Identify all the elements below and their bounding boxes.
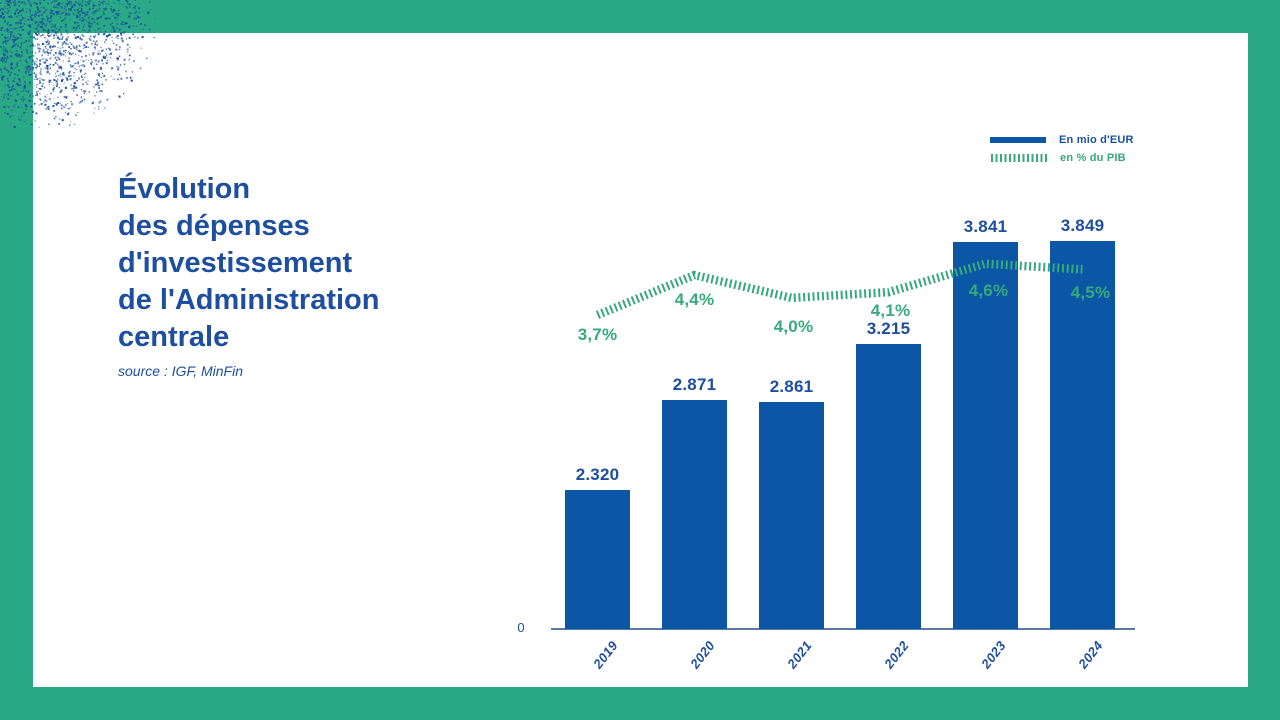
- pib-point-label-2023: 4,6%: [968, 280, 1009, 300]
- y-axis-zero-label: 0: [517, 620, 525, 635]
- chart-legend: En mio d'EUR en % du PIB: [990, 133, 1134, 164]
- x-axis-label-2020: 2020: [686, 638, 718, 672]
- legend-item-pib: en % du PIB: [990, 151, 1134, 164]
- pib-point-label-2022: 4,1%: [870, 301, 911, 321]
- content-card: Évolution des dépenses d'investissement …: [33, 33, 1248, 687]
- source-note: source : IGF, MinFin: [118, 363, 244, 379]
- bar-value-label-2024: 3.849: [1060, 216, 1105, 235]
- pib-point-label-2024: 4,5%: [1070, 283, 1111, 303]
- bar-value-label-2021: 2.861: [769, 376, 814, 396]
- bar-2023: [953, 242, 1018, 629]
- page-title: Évolution des dépenses d'investissement …: [118, 173, 380, 353]
- legend-label-eur: En mio d'EUR: [1059, 133, 1134, 146]
- legend-item-eur: En mio d'EUR: [990, 133, 1134, 146]
- x-axis-label-2019: 2019: [589, 638, 621, 672]
- pib-point-label-2020: 4,4%: [674, 290, 715, 310]
- title-block: Évolution des dépenses d'investissement …: [118, 171, 458, 379]
- bar-value-label-2022: 3.215: [866, 319, 911, 339]
- bar-2019: [565, 490, 630, 629]
- x-axis-line: [551, 628, 1135, 630]
- dashed-line-swatch-icon: [991, 153, 1047, 162]
- bar-value-label-2023: 3.841: [963, 217, 1008, 237]
- bar-value-label-2020: 2.871: [672, 375, 717, 395]
- bar-swatch-icon: [990, 136, 1046, 143]
- x-axis-label-2022: 2022: [880, 638, 912, 672]
- x-axis-label-2021: 2021: [783, 638, 815, 672]
- legend-label-pib: en % du PIB: [1060, 151, 1126, 164]
- pib-point-label-2021: 4,0%: [773, 316, 814, 336]
- x-axis-label-2023: 2023: [977, 638, 1009, 672]
- bar-2020: [662, 400, 727, 629]
- bar-2021: [759, 401, 824, 629]
- bar-value-label-2019: 2.320: [575, 465, 620, 484]
- bar-2024: [1050, 241, 1115, 629]
- bar-2022: [856, 344, 921, 629]
- pib-point-label-2019: 3,7%: [577, 325, 618, 344]
- x-axis-label-2024: 2024: [1074, 638, 1106, 672]
